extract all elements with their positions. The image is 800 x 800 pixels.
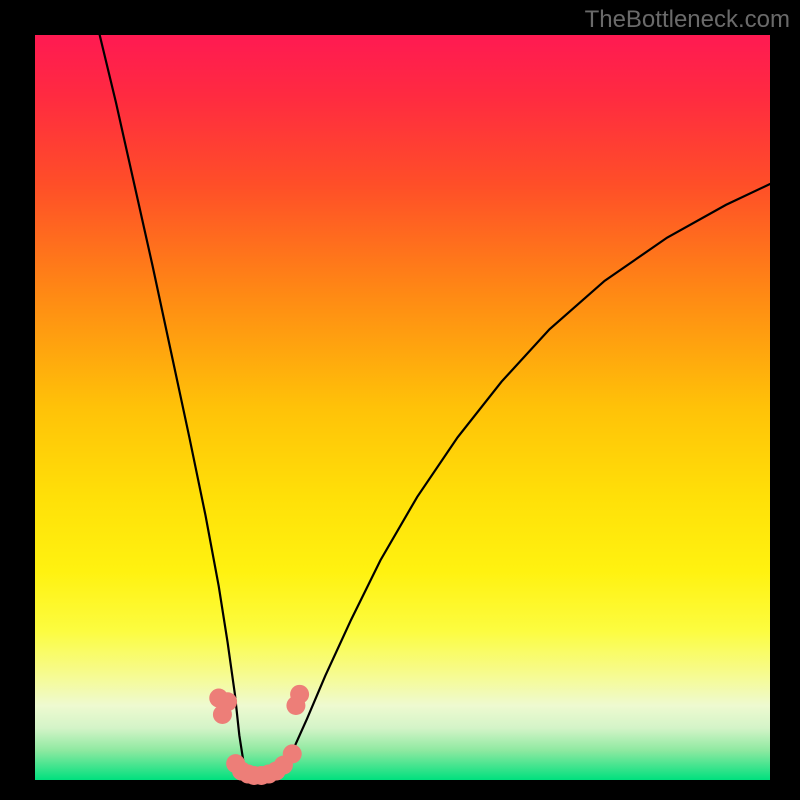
data-point-marker	[283, 744, 302, 763]
watermark-text: TheBottleneck.com	[585, 6, 790, 34]
bottleneck-curve	[100, 35, 770, 780]
chart-svg	[0, 0, 800, 800]
chart-container: TheBottleneck.com	[0, 0, 800, 800]
data-point-marker	[290, 685, 309, 704]
data-point-marker	[218, 692, 237, 711]
